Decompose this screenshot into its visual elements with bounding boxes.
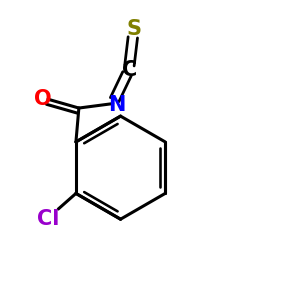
Text: Cl: Cl — [37, 209, 59, 229]
Text: O: O — [34, 88, 52, 109]
Text: S: S — [127, 20, 142, 39]
Text: N: N — [108, 94, 125, 115]
Text: C: C — [122, 60, 137, 80]
